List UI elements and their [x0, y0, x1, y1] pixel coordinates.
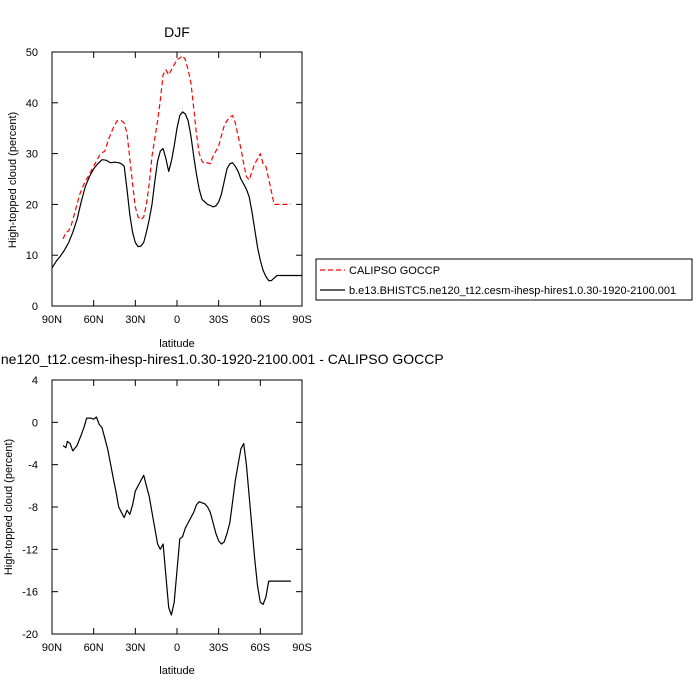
bottom-ytick-label-4: -4: [28, 460, 38, 472]
bottom-xtick-label-5: 60S: [251, 642, 271, 654]
legend-label-calipso: CALIPSO GOCCP: [349, 265, 440, 277]
bottom-title: .ne120_t12.cesm-ihesp-hires1.0.30-1920-2…: [0, 351, 444, 367]
top-axis-ticks: 90N 60N 30N 0 30S 60S 90S 0 10 20 30 40 50: [26, 47, 312, 326]
bottom-xtick-label-4: 30S: [209, 642, 229, 654]
legend-box: [315, 258, 693, 301]
top-xtick-label-3: 0: [174, 314, 180, 326]
top-ylabel: High-topped cloud (percent): [7, 112, 19, 248]
top-series-lines: [51, 54, 302, 282]
bottom-xlabel: latitude: [159, 665, 194, 677]
bottom-panel: .ne120_t12.cesm-ihesp-hires1.0.30-1920-2…: [0, 351, 444, 677]
bottom-xtick-label-0: 90N: [42, 642, 62, 654]
top-xtick-label-1: 60N: [84, 314, 104, 326]
top-panel: DJF High-topped cloud (percent) latitude…: [7, 24, 312, 350]
bottom-xtick-label-2: 30N: [125, 642, 145, 654]
bottom-xtick-label-3: 0: [174, 642, 180, 654]
top-ytick-label-4: 40: [26, 98, 38, 110]
top-ytick-label-2: 20: [26, 199, 38, 211]
bottom-ytick-label-2: -12: [22, 544, 38, 556]
bottom-series-lines: [62, 416, 291, 616]
bottom-ylabel: High-topped cloud (percent): [3, 439, 15, 575]
top-xtick-label-6: 90S: [292, 314, 312, 326]
top-xlabel: latitude: [159, 338, 194, 350]
bottom-series-line-0: [62, 416, 291, 616]
top-xtick-label-4: 30S: [209, 314, 229, 326]
bottom-plot-frame: [51, 379, 303, 635]
bottom-ytick-label-5: 0: [32, 417, 38, 429]
top-title: DJF: [164, 24, 190, 40]
bottom-axis-ticks: 90N 60N 30N 0 30S 60S 90S -20 -16 -12 -8 -4 0 4: [22, 375, 312, 654]
bottom-xtick-label-1: 60N: [84, 642, 104, 654]
top-xtick-label-2: 30N: [125, 314, 145, 326]
bottom-ytick-label-1: -16: [22, 587, 38, 599]
bottom-ytick-label-3: -8: [28, 502, 38, 514]
top-ytick-label-1: 10: [26, 250, 38, 262]
top-series-line-0: [62, 54, 291, 240]
bottom-xtick-label-6: 90S: [292, 642, 312, 654]
bottom-ytick-label-0: -20: [22, 629, 38, 641]
top-plot-frame: [51, 51, 303, 307]
bottom-ytick-label-6: 4: [32, 375, 38, 387]
top-ytick-label-5: 50: [26, 47, 38, 59]
legend-label-model: b.e13.BHISTC5.ne120_t12.cesm-ihesp-hires…: [349, 285, 676, 297]
top-series-line-1: [51, 111, 302, 282]
top-ytick-label-3: 30: [26, 149, 38, 161]
legend: CALIPSO GOCCP b.e13.BHISTC5.ne120_t12.ce…: [315, 258, 693, 301]
top-xtick-label-0: 90N: [42, 314, 62, 326]
top-ytick-label-0: 0: [32, 301, 38, 313]
top-xtick-label-5: 60S: [251, 314, 271, 326]
